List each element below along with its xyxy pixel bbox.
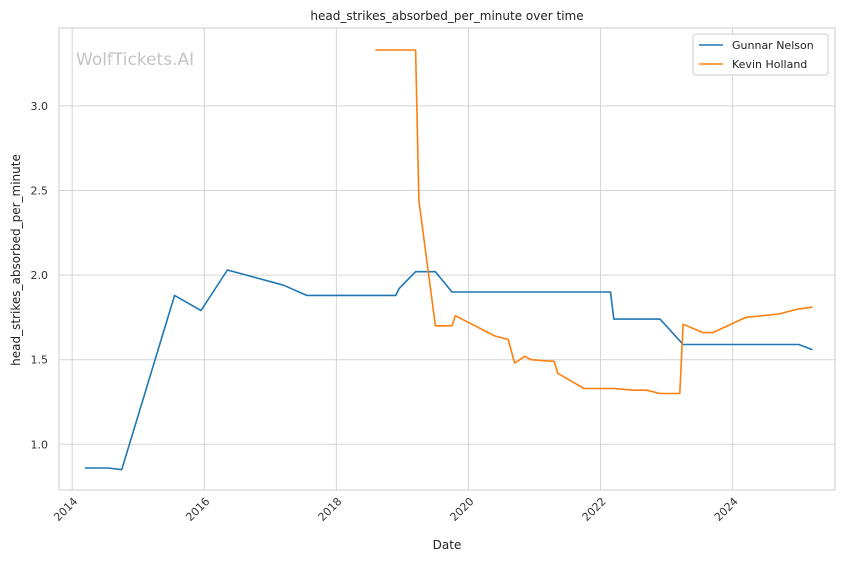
y-tick-label: 3.0 (31, 100, 49, 113)
plot-frame (58, 27, 836, 491)
watermark: WolfTickets.AI (76, 50, 194, 70)
y-tick-label: 1.5 (31, 354, 49, 367)
grid (59, 28, 835, 490)
y-tick-label: 1.0 (31, 438, 49, 451)
y-tick-label: 2.0 (31, 269, 49, 282)
y-tick-label: 2.5 (31, 184, 49, 197)
y-axis-ticks: 1.0 1.5 2.0 2.5 3.0 (31, 100, 49, 451)
chart-title: head_strikes_absorbed_per_minute over ti… (310, 9, 583, 23)
legend-label: Gunnar Nelson (732, 39, 814, 52)
y-axis-title: head_strikes_absorbed_per_minute (9, 154, 23, 366)
series-layer (84, 49, 813, 471)
series-line-gunnar-nelson (84, 269, 813, 471)
legend-box (692, 33, 829, 76)
x-axis-title: Date (433, 538, 462, 552)
series-line-kevin-holland (375, 49, 813, 395)
legend: Gunnar Nelson Kevin Holland (692, 33, 829, 76)
legend-label: Kevin Holland (732, 58, 807, 71)
